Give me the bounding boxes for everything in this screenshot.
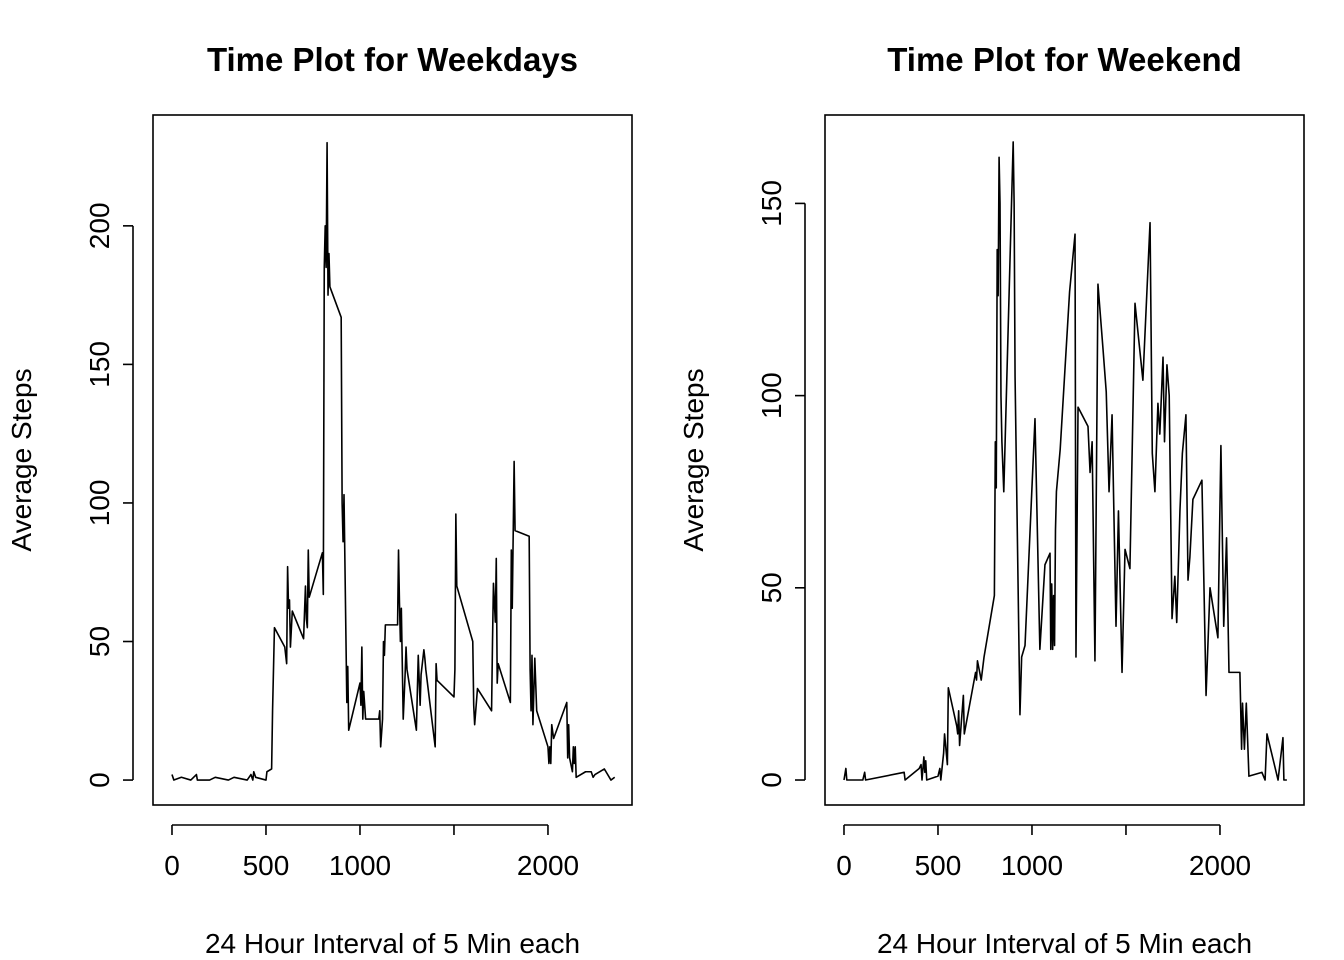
y-tick-label: 0 (756, 772, 787, 788)
x-tick-label: 2000 (1189, 850, 1251, 881)
x-tick-label: 0 (164, 850, 180, 881)
y-tick-label: 100 (84, 480, 115, 527)
y-tick-label: 0 (84, 772, 115, 788)
x-axis-label: 24 Hour Interval of 5 Min each (877, 928, 1252, 959)
panel: Time Plot for Weekdays 24 Hour Interval o… (6, 41, 633, 959)
y-tick-label: 100 (756, 372, 787, 419)
x-tick-label: 500 (243, 850, 290, 881)
x-tick-label: 1000 (329, 850, 391, 881)
panel: Time Plot for Weekend 24 Hour Interval of… (678, 41, 1305, 959)
x-tick-label: 0 (836, 850, 852, 881)
x-axis-label: 24 Hour Interval of 5 Min each (205, 928, 580, 959)
y-tick-label: 50 (84, 626, 115, 657)
chart-title: Time Plot for Weekdays (207, 41, 578, 78)
x-tick-label: 500 (915, 850, 962, 881)
y-tick-label: 50 (756, 572, 787, 603)
y-axis-label: Average Steps (6, 368, 37, 551)
plot-frame (152, 114, 633, 806)
y-axis-label: Average Steps (678, 368, 709, 551)
x-tick-label: 1000 (1001, 850, 1063, 881)
y-tick-label: 200 (84, 202, 115, 249)
chart-title: Time Plot for Weekend (887, 41, 1242, 78)
x-tick-label: 2000 (517, 850, 579, 881)
y-tick-label: 150 (84, 341, 115, 388)
data-line (843, 141, 1287, 781)
data-line (171, 141, 616, 781)
plot-frame (824, 114, 1305, 806)
y-tick-label: 150 (756, 180, 787, 227)
